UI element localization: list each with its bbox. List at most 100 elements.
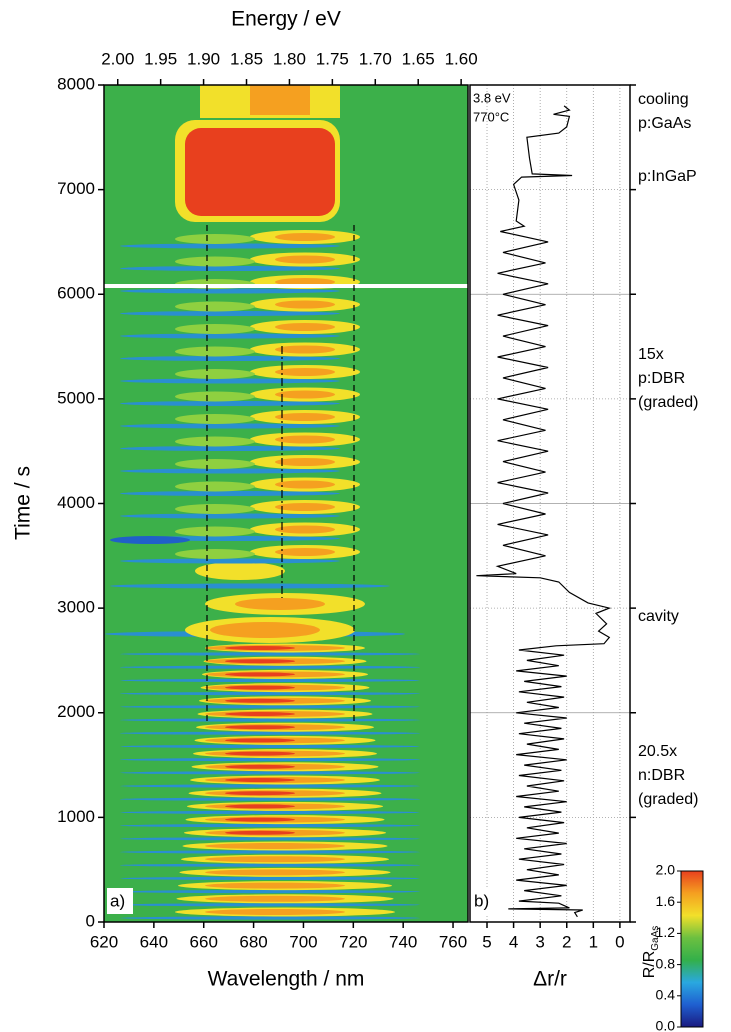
- heatmap-feature: [275, 368, 335, 376]
- heatmap-feature: [205, 869, 345, 876]
- heatmap-feature: [120, 810, 420, 815]
- colorbar-tick-label: 0.0: [656, 1018, 676, 1032]
- y-axis-label: Time / s: [12, 466, 35, 540]
- heatmap-feature: [205, 882, 345, 889]
- colorbar-tick-label: 0.8: [656, 955, 676, 971]
- heatmap-feature: [120, 903, 420, 907]
- heatmap-feature: [175, 369, 255, 379]
- panel-label: b): [474, 891, 489, 910]
- heatmap-feature: [120, 837, 420, 841]
- trace: [476, 105, 612, 918]
- heatmap-feature: [275, 413, 335, 421]
- heatmap-feature: [175, 301, 255, 312]
- heatmap-feature: [185, 128, 335, 216]
- x-axis-label: Wavelength / nm: [208, 968, 365, 991]
- heatmap-feature: [175, 481, 255, 492]
- heatmap-feature: [120, 824, 420, 828]
- stage-label: 15x: [638, 346, 664, 363]
- annotation: 3.8 eV: [473, 90, 511, 105]
- heatmap-feature: [225, 830, 295, 835]
- x2-tick-label: 1.85: [230, 49, 263, 68]
- heatmap-feature: [120, 378, 340, 384]
- heatmap-feature: [275, 525, 335, 534]
- heatmap-feature: [120, 652, 420, 656]
- x-tick-label: 760: [439, 932, 467, 951]
- x2-tick-label: 1.70: [359, 49, 392, 68]
- x-tick-label: 660: [190, 932, 218, 951]
- heatmap-feature: [275, 503, 335, 511]
- stage-label: 20.5x: [638, 743, 677, 760]
- heatmap-feature: [225, 778, 295, 782]
- heatmap-feature: [120, 266, 340, 271]
- heatmap-feature: [120, 758, 420, 762]
- heatmap-feature: [275, 480, 335, 489]
- colorbar-tick-label: 2.0: [656, 862, 676, 878]
- y-tick-label: 2000: [57, 702, 95, 721]
- heatmap-feature: [175, 549, 255, 559]
- colorbar-label: R/RGaAs: [641, 926, 660, 979]
- heatmap-feature: [275, 548, 335, 556]
- heatmap-feature: [275, 233, 335, 241]
- heatmap-feature: [225, 804, 295, 809]
- x2-tick-label: 1.80: [273, 49, 306, 68]
- heatmap-feature: [120, 468, 340, 474]
- heatmap-feature: [110, 536, 190, 544]
- heatmap-feature: [225, 672, 295, 677]
- heatmap-feature: [120, 401, 340, 406]
- heatmap: [104, 85, 468, 922]
- stage-label: n:DBR: [638, 767, 685, 784]
- heatmap-feature: [110, 583, 390, 589]
- x-tick-label: 700: [289, 932, 317, 951]
- heatmap-feature: [275, 345, 335, 354]
- heatmap-feature: [120, 890, 420, 894]
- heatmap-feature: [120, 446, 340, 451]
- y-tick-label: 8000: [57, 74, 95, 93]
- x-tick-label: 0: [615, 932, 624, 951]
- heatmap-feature: [120, 665, 420, 669]
- heatmap-feature: [175, 391, 255, 402]
- heatmap-feature: [120, 491, 340, 496]
- y-tick-label: 7000: [57, 179, 95, 198]
- x-tick-label: 640: [140, 932, 168, 951]
- x-tick-label: 740: [389, 932, 417, 951]
- heatmap-feature: [175, 256, 255, 267]
- plot-frame: [469, 84, 631, 923]
- heatmap-feature: [120, 311, 340, 316]
- heatmap-feature: [225, 646, 295, 650]
- heatmap-feature: [175, 414, 255, 424]
- heatmap-feature: [175, 459, 255, 469]
- heatmap-feature: [120, 916, 420, 920]
- heatmap-feature: [120, 850, 420, 854]
- x2-tick-label: 1.65: [402, 49, 435, 68]
- heatmap-feature: [225, 791, 295, 796]
- heatmap-feature: [205, 843, 345, 849]
- colorbar-tick-label: 0.4: [656, 987, 676, 1003]
- stage-label: cooling: [638, 91, 689, 108]
- heatmap-feature: [225, 712, 295, 716]
- y-tick-label: 4000: [57, 493, 95, 512]
- heatmap-feature: [205, 856, 345, 863]
- x-tick-label: 720: [339, 932, 367, 951]
- panel-label-box: [472, 888, 498, 914]
- heatmap-feature: [225, 698, 295, 703]
- heatmap-feature: [175, 346, 255, 357]
- colorbar-tick-label: 1.6: [656, 893, 676, 909]
- heatmap-feature: [210, 622, 320, 638]
- heatmap-feature: [275, 435, 335, 444]
- heatmap-feature: [120, 863, 420, 867]
- heatmap-feature: [120, 678, 420, 683]
- heatmap-feature: [275, 323, 335, 331]
- heatmap-feature: [120, 692, 420, 696]
- x2-tick-label: 2.00: [101, 49, 134, 68]
- heatmap-feature: [175, 504, 255, 514]
- y-tick-label: 6000: [57, 284, 95, 303]
- x-axis-label: Δr/r: [533, 968, 567, 991]
- colorbar-tick-label: 1.2: [656, 924, 676, 940]
- heatmap-feature: [205, 895, 345, 902]
- heatmap-feature: [120, 784, 420, 788]
- stage-label: p:GaAs: [638, 115, 691, 132]
- heatmap-feature: [225, 659, 295, 664]
- heatmap-feature: [225, 817, 295, 822]
- x-tick-label: 2: [562, 932, 571, 951]
- colorbar: [680, 870, 704, 1028]
